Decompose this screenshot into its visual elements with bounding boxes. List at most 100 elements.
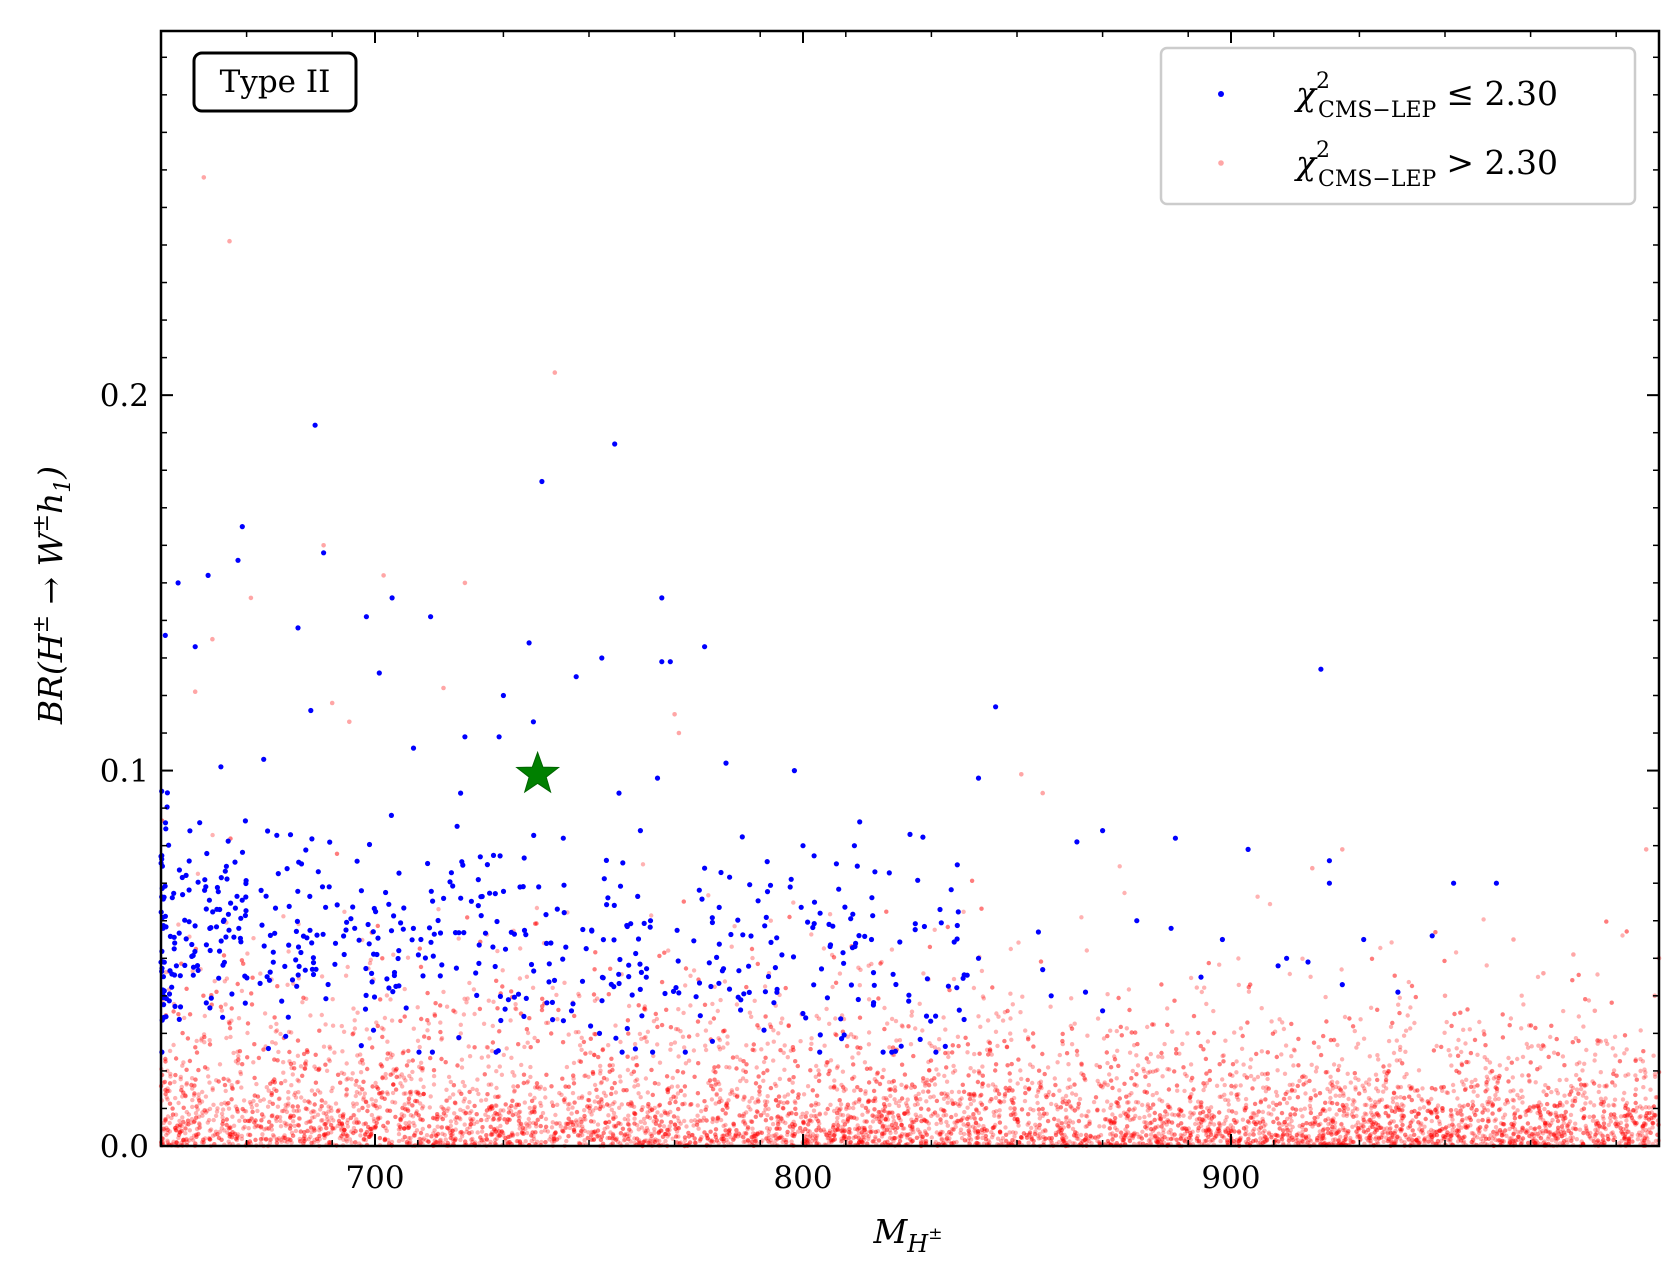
data-point-fail <box>1196 1121 1202 1127</box>
data-point-fail <box>684 1124 689 1129</box>
data-point-fail <box>1063 1120 1069 1125</box>
data-point-fail <box>410 1069 415 1075</box>
data-point-fail <box>1393 1137 1399 1142</box>
data-point-fail <box>1155 1067 1160 1073</box>
data-point-fail <box>341 1137 346 1143</box>
data-point-fail <box>1008 1031 1013 1036</box>
data-point-fail <box>545 1129 551 1134</box>
data-point-fail <box>1232 1030 1237 1035</box>
data-point-fail <box>716 1115 721 1120</box>
data-point-fail <box>1172 1112 1178 1118</box>
data-point-fail <box>1220 1077 1225 1082</box>
data-point-fail <box>1137 1140 1143 1146</box>
data-point-fail <box>1131 1107 1136 1113</box>
data-point-fail <box>1140 1129 1145 1135</box>
data-point-fail <box>324 1068 330 1074</box>
data-point-fail <box>1638 1068 1643 1074</box>
data-point-fail <box>1398 1084 1404 1090</box>
data-point-fail <box>1584 1129 1590 1134</box>
data-point-fail <box>1147 1106 1152 1111</box>
data-point-fail <box>1419 1129 1424 1134</box>
data-point-fail <box>934 1130 939 1135</box>
data-point-fail <box>744 1043 749 1048</box>
data-point-fail <box>716 1081 722 1087</box>
data-point-fail <box>1524 1128 1529 1133</box>
data-point-fail <box>1117 1088 1122 1093</box>
data-point-fail <box>1611 1102 1616 1108</box>
data-point-fail <box>1573 1121 1578 1126</box>
data-point-fail <box>528 1074 533 1080</box>
data-point-fail <box>1194 985 1200 990</box>
data-point-fail <box>1499 1121 1504 1126</box>
data-point-fail <box>725 1034 730 1039</box>
data-point-fail <box>1281 1141 1286 1146</box>
data-point-fail <box>893 1121 899 1126</box>
data-point-fail <box>1259 1006 1264 1011</box>
data-point-fail <box>467 1110 472 1116</box>
data-point-fail <box>420 1104 426 1109</box>
data-point-fail <box>1621 1113 1627 1119</box>
data-point-fail <box>1241 1062 1246 1067</box>
data-point-fail <box>868 1124 873 1130</box>
data-point-fail <box>941 1015 946 1020</box>
data-point-fail <box>184 1109 189 1115</box>
data-point-fail <box>518 946 523 951</box>
data-point-fail <box>396 1131 402 1137</box>
data-point-fail <box>1353 1075 1358 1081</box>
data-point-fail <box>1083 1124 1089 1129</box>
data-point-fail <box>236 1079 241 1085</box>
data-point-fail <box>354 1120 360 1126</box>
data-point-fail <box>763 1107 768 1112</box>
data-point-fail <box>950 1070 956 1075</box>
data-point-fail <box>1037 1080 1042 1086</box>
data-point-fail <box>903 1132 908 1137</box>
data-point-fail <box>972 1115 977 1121</box>
data-point-fail <box>1391 1119 1397 1124</box>
data-point-fail <box>997 1113 1002 1118</box>
data-point-fail <box>688 1003 693 1008</box>
data-point-fail <box>885 1021 890 1026</box>
data-point-fail <box>826 1136 831 1141</box>
data-point-fail <box>1483 1066 1488 1071</box>
data-point-fail <box>813 1100 819 1106</box>
data-point-fail <box>483 1112 488 1117</box>
data-point-fail <box>234 1137 240 1143</box>
data-point-fail <box>1135 1131 1140 1137</box>
data-point-fail <box>1519 1026 1524 1031</box>
data-point-fail <box>1182 1131 1188 1137</box>
data-point-fail <box>1408 1005 1413 1010</box>
data-point-fail <box>814 1133 820 1138</box>
data-point-fail <box>332 1050 337 1055</box>
data-point-fail <box>459 1065 465 1070</box>
data-point-fail <box>1531 1133 1537 1138</box>
data-point-fail <box>1450 1082 1456 1088</box>
data-point-fail <box>441 989 446 995</box>
data-point-fail <box>350 1071 355 1076</box>
data-point-fail <box>424 1133 430 1138</box>
data-point-fail <box>721 1123 726 1129</box>
data-point-fail <box>1291 1047 1297 1052</box>
data-point-fail <box>938 1129 944 1135</box>
data-point-fail <box>354 1101 359 1107</box>
data-point-fail <box>1366 1082 1372 1087</box>
data-point-fail <box>1182 1125 1188 1131</box>
data-point-fail <box>740 1119 746 1125</box>
data-point-fail <box>371 1103 377 1108</box>
data-point-fail <box>1086 1136 1091 1141</box>
data-point-fail <box>711 1068 716 1074</box>
data-point-fail <box>600 1104 606 1109</box>
data-point-fail <box>776 1100 782 1105</box>
data-point-fail <box>891 1114 896 1120</box>
data-point-fail <box>683 983 688 988</box>
data-point-fail <box>1298 1107 1304 1113</box>
data-point-fail <box>1079 915 1084 920</box>
data-point-fail <box>420 1106 425 1111</box>
data-point-fail <box>667 1124 672 1129</box>
data-point-fail <box>525 1123 530 1128</box>
data-point-fail <box>318 1107 323 1112</box>
data-point-fail <box>212 979 217 984</box>
data-point-fail <box>1200 1117 1205 1122</box>
data-point-fail <box>231 1123 237 1129</box>
data-point-fail <box>697 1118 702 1123</box>
data-point-fail <box>1170 1029 1175 1034</box>
